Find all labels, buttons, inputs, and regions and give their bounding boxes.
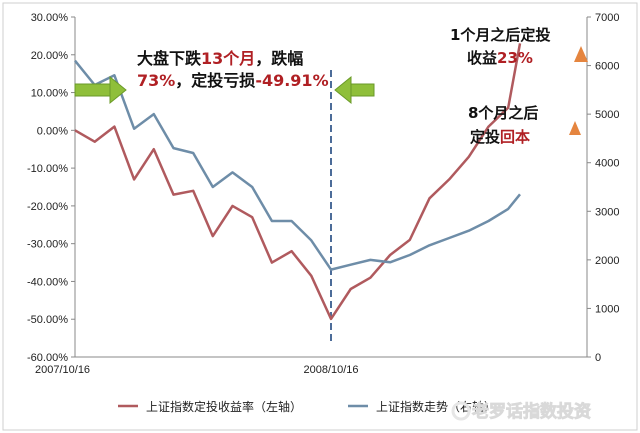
right-tick-label: 0 [595,352,601,364]
green-arrow-left [74,75,127,105]
left-tick-label: 10.00% [31,88,69,100]
left-tick-label: 30.00% [31,12,69,24]
series-line-return [74,43,522,321]
left-tick-label: -40.00% [27,276,68,288]
watermark-icon [451,401,471,421]
right-tick-label: 7000 [595,12,619,24]
annotation-gain-line1: 1个月之后定投 [450,26,550,44]
left-tick-label: -50.00% [27,314,68,326]
right-tick-label: 4000 [595,158,619,170]
annotation-breakeven-line2: 定投回本 [470,128,530,146]
series-line-index [74,59,521,271]
legend-label-series1: 上证指数定投收益率（左轴） [146,399,302,414]
left-tick-label: -60.00% [27,352,68,364]
annotation-decline: 大盘下跌13个月，跌幅 [137,49,303,68]
orange-marker-breakeven [569,121,581,135]
right-tick-label: 1000 [595,303,619,315]
left-tick-label: 0.00% [37,125,68,137]
x-tick-label: 2007/10/16 [35,364,90,376]
x-tick-label: 2008/10/16 [303,364,358,376]
watermark-text: 老罗话指数投资 [471,401,591,422]
green-arrow-right [334,75,375,105]
left-tick-label: -10.00% [27,163,68,175]
watermark: 老罗话指数投资 [451,401,591,422]
right-tick-label: 2000 [595,255,619,267]
left-tick-label: 20.00% [31,50,69,62]
right-tick-label: 3000 [595,206,619,218]
left-tick-label: -20.00% [27,201,68,213]
left-tick-label: -30.00% [27,239,68,251]
annotation-gain-line2: 收益23% [467,49,533,67]
right-tick-label: 5000 [595,109,619,121]
right-tick-label: 6000 [595,61,619,73]
orange-marker-peak [574,46,588,62]
annotation-loss: 73%，定投亏损-49.91% [137,71,329,90]
legend-label-series2: 上证指数走势（右轴） [376,399,496,414]
annotation-breakeven-line1: 8个月之后 [468,104,538,122]
